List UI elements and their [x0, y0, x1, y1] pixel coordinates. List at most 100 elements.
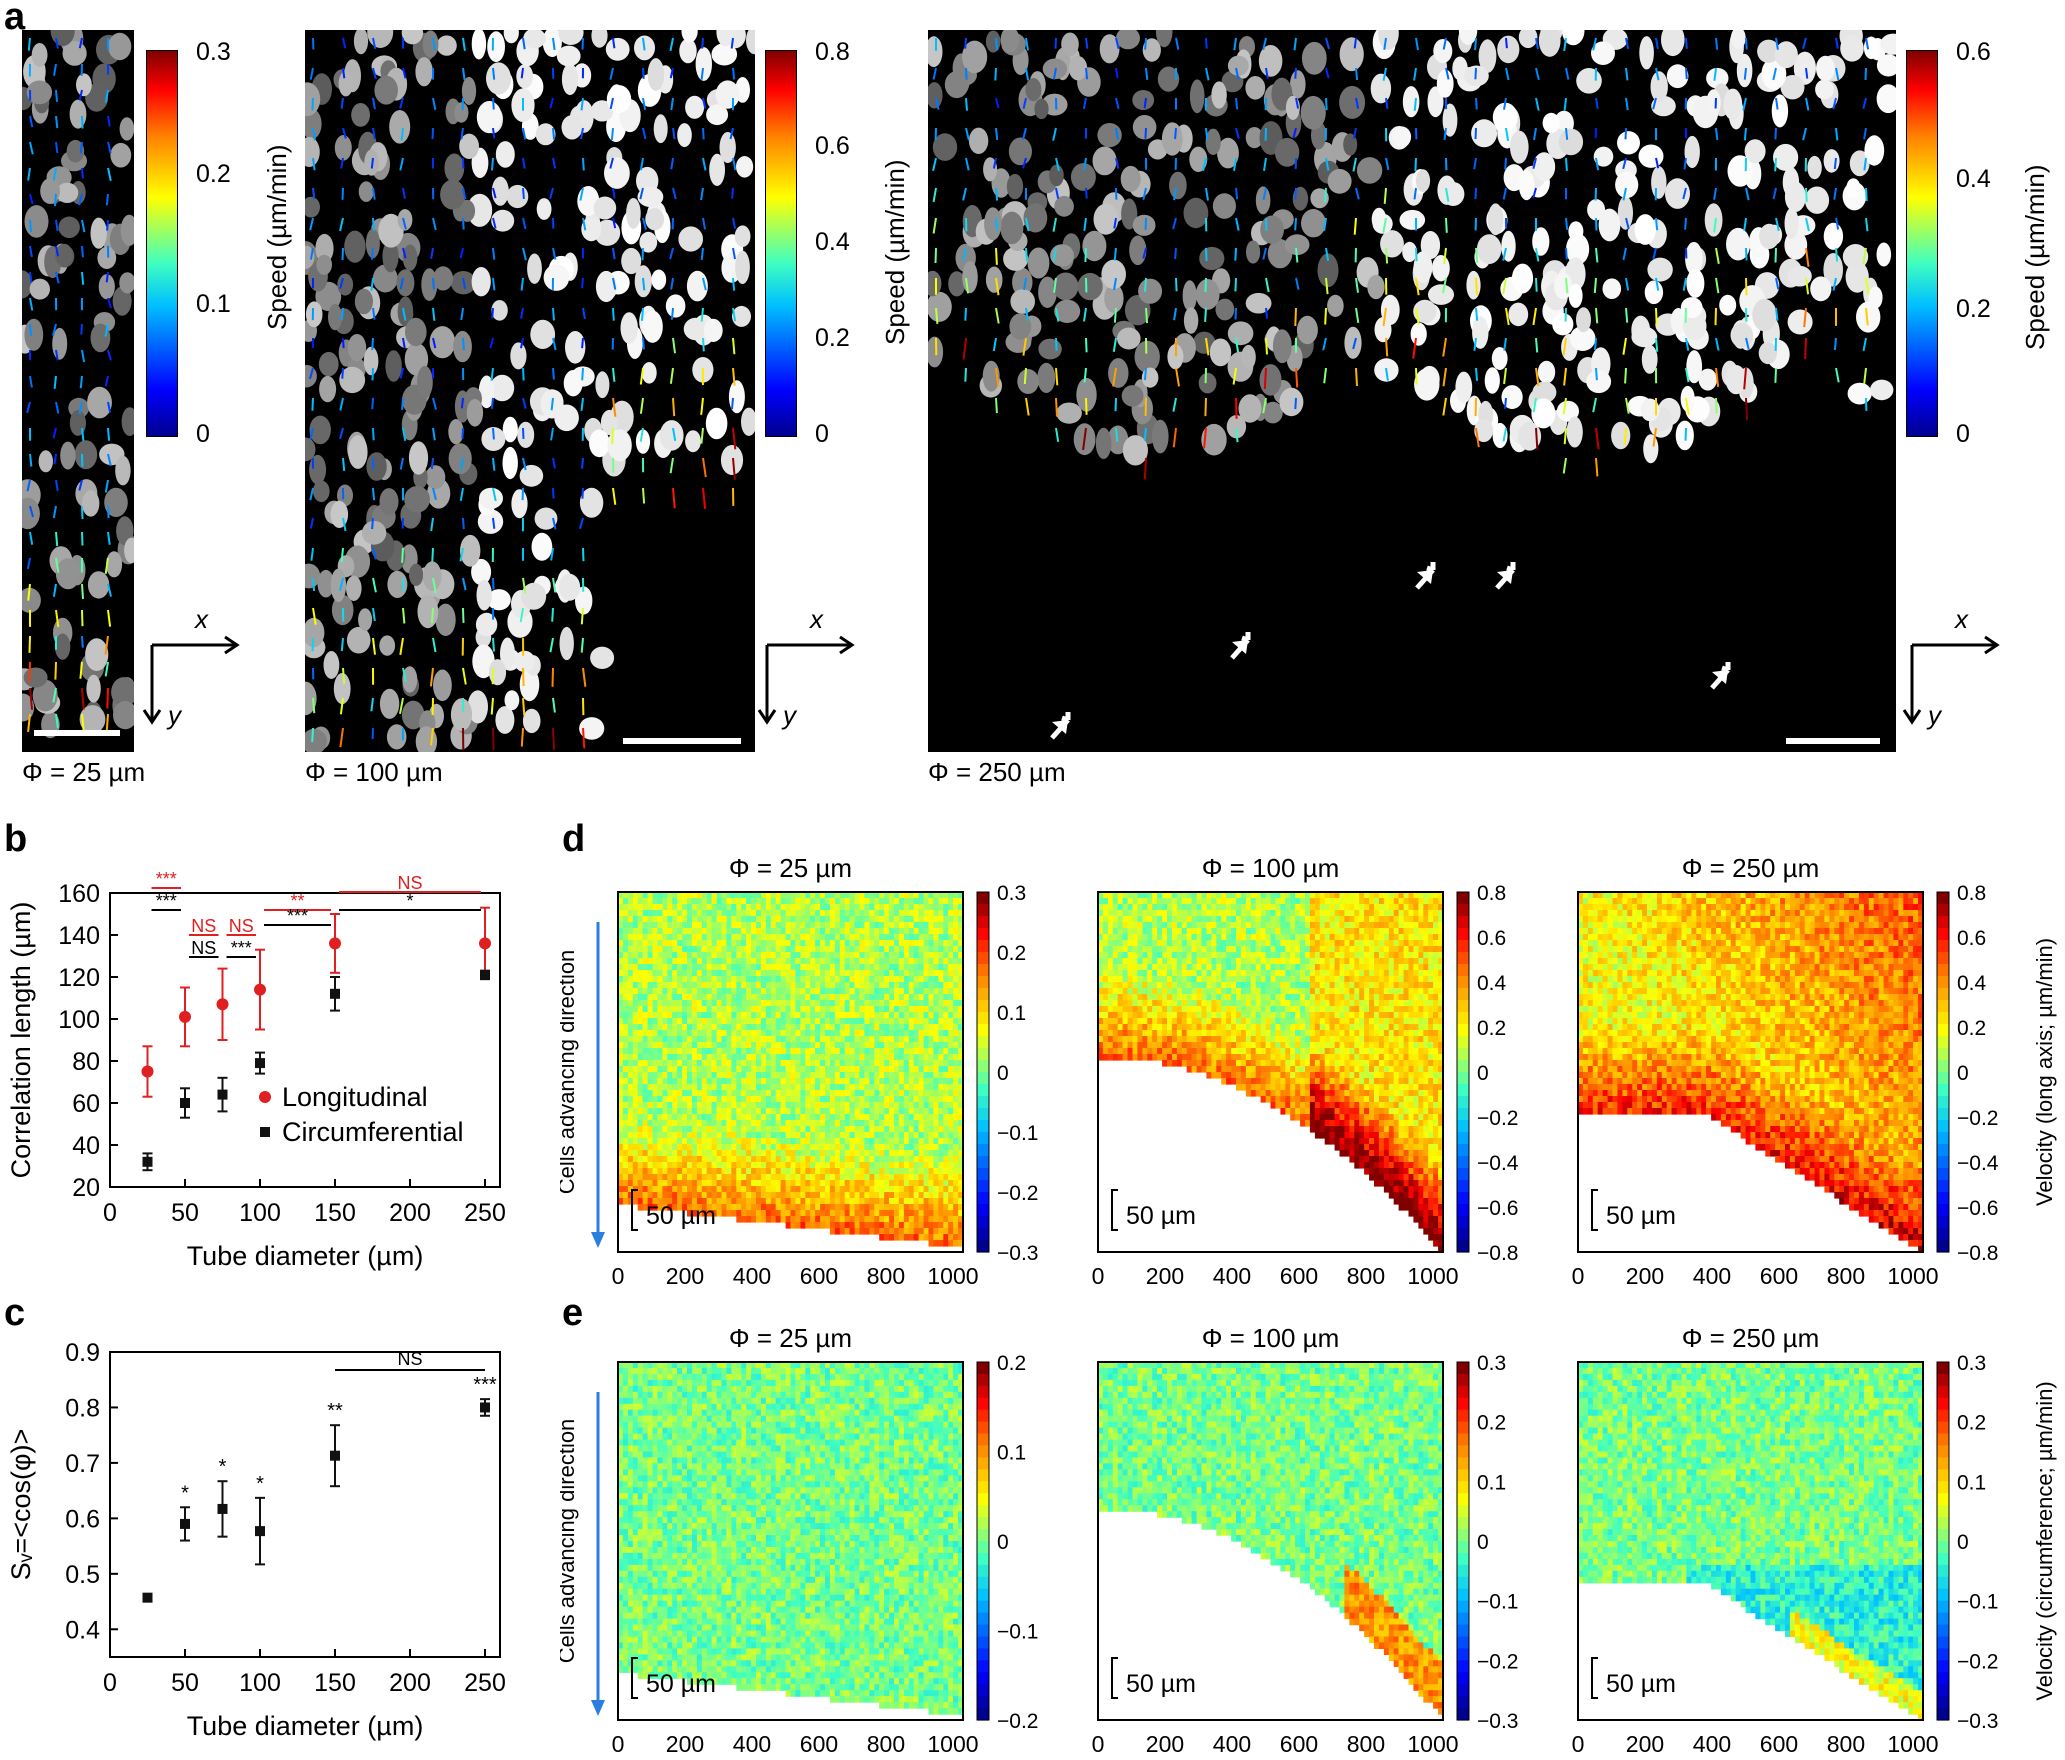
heat-cell	[820, 1060, 826, 1067]
nucleus	[1670, 308, 1686, 335]
velocity-arrow	[1775, 277, 1780, 290]
heat-cell	[844, 1096, 851, 1103]
heat-cell	[642, 1078, 649, 1085]
heat-cell	[829, 1186, 836, 1193]
heat-cell	[721, 1096, 727, 1103]
heat-cell	[711, 934, 718, 941]
heat-cell	[632, 1096, 639, 1103]
heat-cell	[647, 898, 654, 905]
velocity-arrow	[581, 337, 584, 349]
heat-cell	[657, 910, 663, 917]
heat-cell	[800, 952, 806, 959]
heat-cell	[711, 1150, 718, 1157]
heat-cell	[765, 1192, 772, 1199]
heat-cell	[647, 1048, 654, 1055]
nucleus	[478, 375, 495, 409]
velocity-arrow	[964, 367, 967, 382]
heat-cell	[672, 1006, 678, 1013]
heat-cell	[874, 1036, 880, 1043]
heat-cell	[711, 1000, 718, 1007]
heat-cell	[652, 1198, 658, 1205]
heat-cell	[637, 964, 644, 971]
panel-label-e: e	[562, 1292, 583, 1335]
heat-cell	[756, 1180, 762, 1187]
heat-cell	[726, 1090, 732, 1097]
heat-cell	[618, 940, 624, 947]
heat-cell	[751, 964, 757, 971]
heat-cell	[691, 1156, 698, 1163]
nucleus	[1301, 41, 1327, 75]
nucleus	[1104, 283, 1124, 313]
heat-cell	[765, 1126, 772, 1133]
velocity-arrow	[1442, 277, 1447, 294]
heat-cell	[701, 1012, 708, 1019]
nucleus	[328, 303, 342, 331]
heat-cell	[839, 934, 846, 941]
heat-cell	[810, 910, 816, 917]
heat-cell	[696, 1186, 703, 1193]
heat-cell	[726, 940, 732, 947]
heat-cell	[884, 1156, 890, 1163]
heat-cell	[829, 1072, 836, 1079]
nucleus	[579, 487, 604, 518]
heat-cell	[785, 1078, 792, 1085]
velocity-arrow	[1715, 247, 1720, 264]
white-arrow-icon	[1417, 570, 1433, 584]
heat-cell	[889, 904, 895, 911]
heat-cell	[746, 1006, 752, 1013]
heat-cell	[879, 1144, 885, 1151]
heat-cell	[800, 904, 806, 911]
heat-cell	[839, 994, 846, 1001]
heat-cell	[854, 1162, 861, 1169]
heat-cell	[889, 916, 895, 923]
velocity-arrow	[1473, 337, 1477, 351]
nucleus	[1807, 155, 1822, 180]
heat-cell	[829, 1144, 836, 1151]
significance-label: NS	[191, 938, 216, 958]
heat-cell	[839, 958, 846, 965]
heat-cell	[775, 1114, 782, 1121]
velocity-arrow	[732, 427, 737, 450]
axis-x-label: x	[193, 604, 209, 634]
heat-cell	[682, 1054, 688, 1061]
heat-cell	[741, 1216, 747, 1223]
velocity-arrow	[612, 247, 616, 260]
nucleus	[928, 291, 952, 322]
heat-cell	[825, 1054, 831, 1061]
heat-cell	[736, 952, 742, 959]
heat-cell	[657, 892, 663, 899]
nucleus	[639, 231, 658, 253]
heat-cell	[691, 1000, 698, 1007]
heat-cell	[780, 928, 787, 935]
x-tick-label: 100	[239, 1199, 281, 1227]
heat-cell	[701, 1132, 708, 1139]
heat-cell	[854, 1024, 861, 1031]
heat-cell	[770, 946, 777, 953]
heat-cell	[864, 1078, 870, 1085]
velocity-arrow	[55, 115, 59, 129]
velocity-arrow	[580, 607, 584, 625]
heat-cell	[834, 1210, 841, 1217]
heat-cell	[790, 898, 796, 905]
heat-cell	[790, 946, 796, 953]
heat-cell	[765, 904, 772, 911]
heat-cell	[682, 1066, 688, 1073]
heat-cell	[706, 958, 713, 965]
nucleus	[985, 266, 1003, 293]
velocity-arrow	[1745, 247, 1748, 261]
velocity-arrow	[1683, 157, 1687, 170]
heat-cell	[864, 1090, 870, 1097]
heat-cell	[864, 892, 870, 899]
nucleus	[1212, 193, 1236, 219]
heat-cell	[805, 1114, 811, 1121]
heat-cell	[864, 952, 870, 959]
nucleus	[1816, 55, 1835, 82]
heat-cell	[815, 1048, 821, 1055]
heat-cell	[884, 1180, 890, 1187]
heat-cell	[844, 1114, 851, 1121]
velocity-arrow	[104, 323, 109, 337]
nucleus	[1501, 385, 1523, 410]
velocity-arrow	[1832, 97, 1837, 110]
heat-cell	[834, 1066, 841, 1073]
heat-cell	[884, 892, 890, 899]
